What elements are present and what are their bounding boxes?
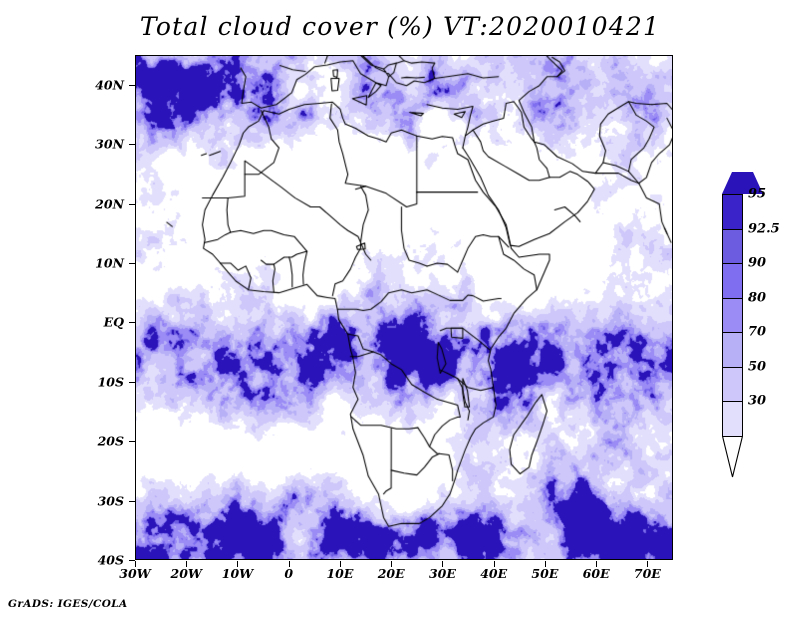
colorbar-tick-label: 30 — [748, 393, 767, 409]
x-tick-label: 30W — [119, 566, 151, 581]
x-tick-label: 60E — [582, 566, 610, 581]
y-tick — [129, 322, 135, 324]
y-tick — [129, 203, 135, 205]
map-plot-area — [135, 55, 673, 560]
footer-credit: GrADS: IGES/COLA — [8, 598, 128, 610]
x-tick-label: 10E — [326, 566, 354, 581]
y-tick-label: 10N — [95, 255, 124, 271]
colorbar-tick-label: 95 — [748, 186, 767, 202]
y-tick — [129, 262, 135, 264]
x-tick — [288, 561, 290, 567]
x-tick — [493, 561, 495, 567]
y-tick-label: 40N — [95, 77, 124, 93]
x-tick — [186, 561, 188, 567]
y-tick — [129, 144, 135, 146]
x-tick-label: 40E — [480, 566, 508, 581]
x-tick — [442, 561, 444, 567]
y-tick — [129, 500, 135, 502]
colorbar-band — [722, 332, 743, 368]
y-tick-label: 30N — [95, 136, 124, 152]
colorbar-band — [722, 297, 743, 333]
y-tick-label: 10S — [97, 374, 124, 390]
y-tick — [129, 560, 135, 561]
x-tick — [135, 561, 136, 567]
x-tick — [596, 561, 598, 567]
y-tick — [129, 441, 135, 443]
x-tick-label: 0 — [284, 566, 294, 581]
colorbar-band — [722, 194, 743, 230]
y-tick-label: 40S — [97, 552, 124, 568]
y-tick — [129, 381, 135, 383]
page-title: Total cloud cover (%) VT:2020010421 — [139, 12, 661, 41]
x-tick — [237, 561, 239, 567]
colorbar-tick-label: 92.5 — [748, 221, 780, 236]
x-tick-label: 50E — [531, 566, 559, 581]
colorbar-cap-top — [722, 172, 763, 194]
colorbar-band — [722, 366, 743, 402]
y-tick-label: 20S — [97, 433, 124, 449]
y-tick-label: 30S — [97, 493, 124, 509]
x-tick — [339, 561, 341, 567]
x-tick — [647, 561, 649, 567]
colorbar-band — [722, 228, 743, 264]
x-tick-label: 30E — [428, 566, 456, 581]
colorbar-band — [722, 263, 743, 299]
colorbar-tick-label: 90 — [748, 255, 767, 271]
y-tick — [129, 84, 135, 86]
colorbar-tick-label: 80 — [748, 290, 767, 305]
x-tick-label: 20E — [377, 566, 405, 581]
x-tick-label: 10W — [221, 566, 254, 581]
y-tick-label: EQ — [103, 314, 124, 330]
x-tick-label: 20W — [170, 566, 202, 581]
y-tick-label: 20N — [95, 196, 124, 212]
x-tick — [391, 561, 393, 567]
cloud-cover-heatmap — [136, 56, 672, 559]
colorbar-cap-bottom — [722, 435, 763, 476]
colorbar-band — [722, 401, 743, 437]
x-tick — [544, 561, 546, 567]
x-tick-label: 70E — [633, 566, 661, 581]
colorbar-cap-bottom-outline — [722, 435, 743, 477]
colorbar — [722, 172, 763, 477]
colorbar-tick-label: 70 — [748, 324, 767, 340]
colorbar-tick-label: 50 — [748, 359, 767, 374]
